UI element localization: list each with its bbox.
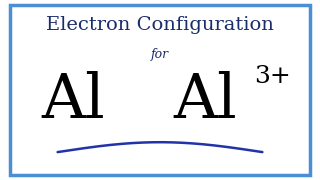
Text: Al: Al [42,71,106,131]
Text: for: for [151,48,169,60]
Text: Electron Configuration: Electron Configuration [46,16,274,34]
Text: Al: Al [173,71,237,131]
Text: 3+: 3+ [254,65,291,88]
